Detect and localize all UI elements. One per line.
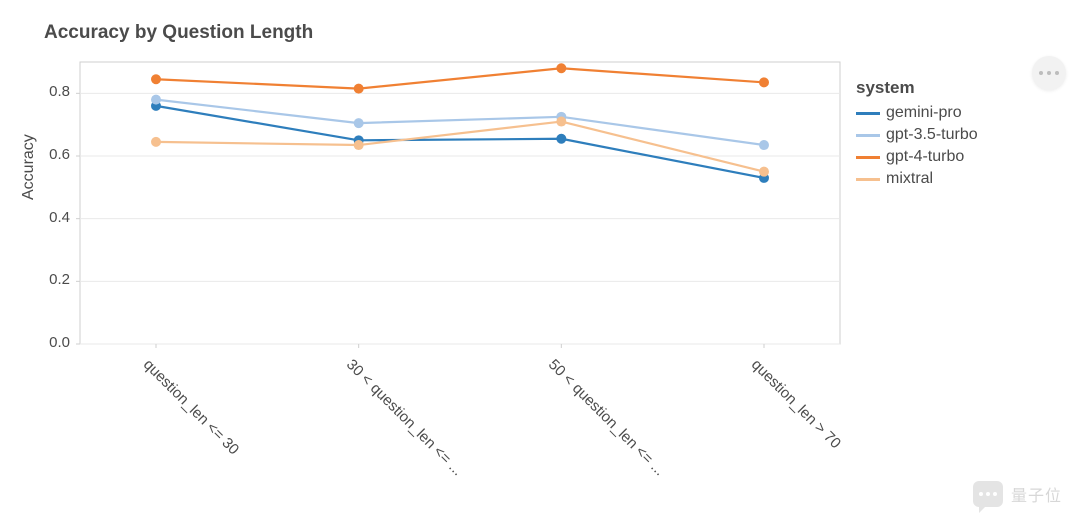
watermark: 量子位 <box>973 481 1062 507</box>
legend-title: system <box>856 78 978 98</box>
y-tick-label: 0.2 <box>30 271 70 288</box>
legend-item: mixtral <box>856 168 978 190</box>
legend-swatch <box>856 134 880 137</box>
legend-swatch <box>856 156 880 159</box>
legend-swatch <box>856 112 880 115</box>
legend-label: gpt-3.5-turbo <box>886 126 978 144</box>
legend-label: gemini-pro <box>886 104 962 122</box>
y-tick-label: 0.0 <box>30 334 70 351</box>
legend-item: gemini-pro <box>856 102 978 124</box>
y-axis-label: Accuracy <box>20 134 38 200</box>
wechat-icon <box>973 481 1003 507</box>
legend-label: mixtral <box>886 170 933 188</box>
legend-item: gpt-4-turbo <box>856 146 978 168</box>
y-tick-label: 0.6 <box>30 146 70 163</box>
y-tick-label: 0.4 <box>30 209 70 226</box>
watermark-text: 量子位 <box>1011 482 1062 506</box>
legend-item: gpt-3.5-turbo <box>856 124 978 146</box>
legend-swatch <box>856 178 880 181</box>
legend: system gemini-pro gpt-3.5-turbo gpt-4-turb… <box>856 78 978 190</box>
legend-label: gpt-4-turbo <box>886 148 964 166</box>
y-tick-label: 0.8 <box>30 83 70 100</box>
